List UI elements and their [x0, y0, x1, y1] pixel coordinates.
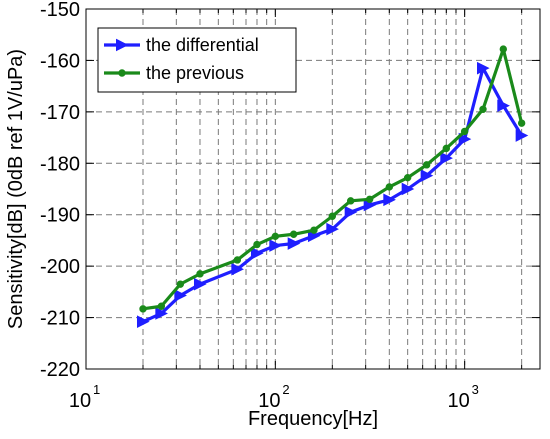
series-point: [326, 222, 339, 236]
x-tick-exponent: 1: [93, 382, 100, 397]
series-point: [136, 315, 150, 328]
series-point: [231, 262, 244, 276]
legend-label: the previous: [146, 63, 244, 83]
series-point: [287, 237, 301, 250]
x-tick-exponent: 2: [282, 382, 289, 397]
series-point: [174, 289, 187, 302]
series-point: [233, 256, 242, 264]
series-point: [346, 197, 355, 205]
series-point: [365, 195, 374, 203]
x-tick-label: 10: [69, 390, 91, 412]
x-axis-label: Frequency[Hz]: [248, 408, 378, 430]
legend-item: the previous: [104, 63, 244, 83]
axis-ticks: [86, 8, 540, 370]
series-point: [383, 193, 396, 207]
y-axis-label: Sensitivity[dB] (0dB ref 1V/uPa): [5, 49, 27, 329]
y-tick-label: -180: [40, 153, 80, 175]
y-tick-labels: -150 -160 -170 -180 -190 -200 -210 -220: [40, 0, 80, 381]
series-point: [385, 183, 394, 191]
series-layer: [136, 45, 529, 328]
y-tick-label: -170: [40, 102, 80, 124]
series-point: [515, 129, 529, 142]
series-point: [401, 182, 415, 196]
x-tick-label: 10: [448, 390, 470, 412]
series-point: [196, 270, 204, 278]
series-point: [139, 305, 147, 313]
series-point: [250, 246, 264, 260]
series-point: [176, 280, 185, 288]
series-point: [499, 45, 508, 53]
series-point: [271, 232, 280, 241]
series-point: [269, 239, 282, 252]
series-point: [310, 226, 318, 234]
series-point: [116, 38, 129, 52]
plot-frame: [85, 8, 541, 370]
y-tick-label: -200: [40, 256, 80, 278]
series-point: [420, 169, 434, 182]
series-2: [139, 45, 526, 313]
series-point: [328, 212, 337, 220]
series-point: [118, 69, 126, 77]
series-point: [193, 277, 207, 291]
series-point: [479, 105, 487, 113]
legend: the differential the previous: [97, 27, 297, 93]
series-point: [517, 119, 526, 127]
series-point: [460, 127, 469, 136]
x-tick-exponent: 3: [472, 382, 479, 397]
y-tick-label: -160: [40, 50, 80, 72]
series-point: [440, 151, 453, 165]
series-point: [477, 61, 490, 75]
series-point: [253, 240, 261, 249]
legend-label: the differential: [146, 35, 259, 55]
series-line: [142, 47, 524, 311]
series-point: [157, 302, 166, 310]
y-tick-label: -190: [40, 205, 80, 227]
series-point: [403, 173, 412, 182]
y-tick-label: -220: [40, 359, 80, 381]
series-1: [136, 61, 529, 328]
x-tick-label: 10: [258, 390, 280, 412]
y-tick-label: -210: [40, 308, 80, 330]
series-point: [422, 161, 431, 169]
legend-box: [97, 27, 297, 93]
y-tick-label: -150: [40, 0, 80, 21]
series-point: [155, 307, 168, 320]
series-point: [442, 144, 451, 153]
series-point: [344, 205, 358, 219]
legend-item: the differential: [104, 35, 259, 55]
series-point: [497, 99, 510, 112]
series-point: [289, 230, 298, 238]
series-point: [458, 132, 472, 146]
